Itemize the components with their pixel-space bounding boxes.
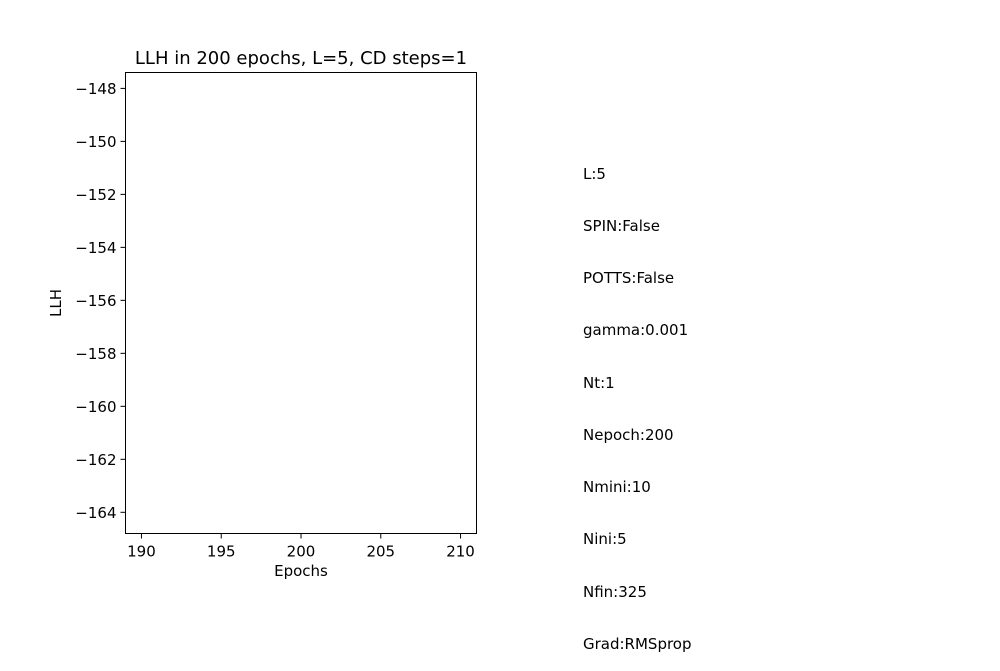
x-tick-label: 195 [207, 543, 236, 561]
y-axis-label: LLH [47, 289, 65, 317]
y-tick-label: −154 [75, 239, 116, 257]
chart-title: LLH in 200 epochs, L=5, CD steps=1 [135, 48, 467, 69]
param-potts: POTTS:False [583, 269, 675, 288]
param-nfin: Nfin:325 [583, 582, 647, 601]
y-axis-ticks: −148 −150 −152 −154 −156 −158 −160 −162 −164 [75, 80, 126, 522]
x-tick-label: 190 [127, 543, 156, 561]
param-nini: Nini:5 [583, 530, 627, 549]
param-gamma: gamma:0.001 [583, 321, 689, 340]
param-spin: SPIN:False [583, 217, 660, 236]
param-l: L:5 [583, 164, 606, 183]
x-tick-label: 210 [446, 543, 475, 561]
param-nepoch: Nepoch:200 [583, 425, 674, 444]
parameter-list: L:5 SPIN:False POTTS:False gamma:0.001 N… [583, 131, 692, 671]
param-nmini: Nmini:10 [583, 478, 651, 497]
param-grad: Grad:RMSprop [583, 634, 692, 653]
y-tick-label: −164 [75, 504, 116, 522]
x-tick-label: 205 [366, 543, 395, 561]
y-tick-label: −156 [75, 292, 116, 310]
y-tick-label: −158 [75, 345, 116, 363]
y-tick-label: −150 [75, 133, 116, 151]
y-tick-label: −148 [75, 80, 116, 98]
chart-figure: 190 195 200 205 210 −148 −150 −152 −154 −156 −158… [47, 48, 477, 580]
y-tick-label: −162 [75, 451, 116, 469]
y-tick-label: −152 [75, 186, 116, 204]
plot-area [125, 72, 477, 534]
x-axis-label: Epochs [274, 562, 328, 580]
param-nt: Nt:1 [583, 373, 615, 392]
x-axis-ticks: 190 195 200 205 210 [127, 533, 475, 561]
x-tick-label: 200 [287, 543, 316, 561]
y-tick-label: −160 [75, 398, 116, 416]
